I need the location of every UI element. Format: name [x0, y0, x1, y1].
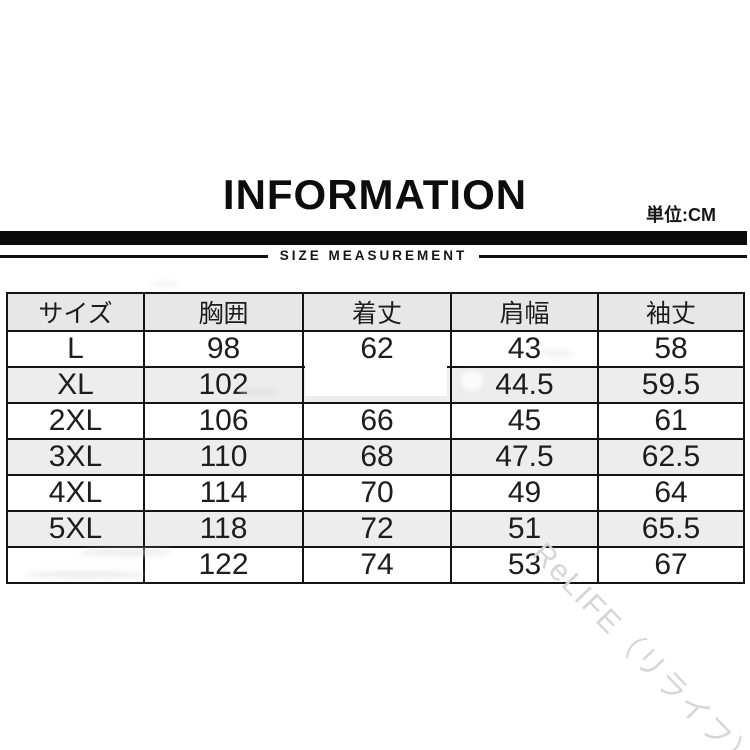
measurement-cell: 47.5 — [450, 438, 599, 476]
erased-smudge — [461, 371, 483, 391]
measurement-cell: 114 — [143, 474, 304, 512]
measurement-cell: 45 — [450, 402, 599, 440]
table-row: 3XL 110 68 47.5 62.5 — [6, 438, 745, 476]
size-label-cell: 3XL — [6, 438, 145, 476]
erased-cell-patch — [305, 366, 447, 396]
unit-label: 単位:CM — [646, 205, 716, 225]
size-table: サイズ 胸囲 着丈 肩幅 袖丈 L 98 62 43 58 XL 102 44.5 59.5 2XL 106… — [6, 292, 745, 584]
size-label-cell: 2XL — [6, 402, 145, 440]
photo-smudge — [150, 282, 180, 287]
column-header-sleeve: 袖丈 — [597, 292, 745, 332]
rule-left — [0, 254, 268, 258]
measurement-cell: 106 — [143, 402, 304, 440]
size-label-cell: XL — [6, 366, 145, 404]
measurement-cell: 49 — [450, 474, 599, 512]
rule-right — [479, 254, 748, 258]
size-label-cell: 5XL — [6, 510, 145, 548]
table-row: 5XL 118 72 51 65.5 — [6, 510, 745, 548]
section-heading: SIZE MEASUREMENT — [0, 247, 748, 265]
size-label-cell: 4XL — [6, 474, 145, 512]
measurement-cell: 110 — [143, 438, 304, 476]
measurement-cell: 51 — [450, 510, 599, 548]
divider-bar — [0, 231, 747, 245]
measurement-cell: 43 — [450, 330, 599, 368]
measurement-cell: 72 — [302, 510, 452, 548]
measurement-cell: 62.5 — [597, 438, 745, 476]
column-header-length: 着丈 — [302, 292, 452, 332]
measurement-cell: 102 — [143, 366, 304, 404]
size-table-header-row: サイズ 胸囲 着丈 肩幅 袖丈 — [6, 292, 745, 332]
measurement-cell: 70 — [302, 474, 452, 512]
measurement-cell: 74 — [302, 546, 452, 584]
table-row: 2XL 106 66 45 61 — [6, 402, 745, 440]
size-table-body: L 98 62 43 58 XL 102 44.5 59.5 2XL 106 66 45 61 3XL 110… — [6, 330, 745, 584]
measurement-cell: 98 — [143, 330, 304, 368]
measurement-cell: 65.5 — [597, 510, 745, 548]
measurement-cell: 118 — [143, 510, 304, 548]
photo-smudge — [540, 349, 574, 358]
photo-smudge — [80, 549, 172, 556]
column-header-size: サイズ — [6, 292, 145, 332]
measurement-cell: 64 — [597, 474, 745, 512]
photo-smudge — [26, 571, 146, 578]
measurement-cell: 67 — [597, 546, 745, 584]
measurement-cell: 61 — [597, 402, 745, 440]
table-row: L 98 62 43 58 — [6, 330, 745, 368]
measurement-cell: 68 — [302, 438, 452, 476]
page-title: INFORMATION — [222, 171, 528, 218]
measurement-cell: 58 — [597, 330, 745, 368]
column-header-shoulder: 肩幅 — [450, 292, 599, 332]
measurement-cell: 53 — [450, 546, 599, 584]
photo-smudge — [238, 388, 278, 396]
measurement-cell: 59.5 — [597, 366, 745, 404]
measurement-cell: 62 — [302, 330, 452, 368]
section-label: SIZE MEASUREMENT — [279, 248, 468, 264]
table-row: 4XL 114 70 49 64 — [6, 474, 745, 512]
measurement-cell: 66 — [302, 402, 452, 440]
size-label-cell: L — [6, 330, 145, 368]
column-header-chest: 胸囲 — [143, 292, 304, 332]
